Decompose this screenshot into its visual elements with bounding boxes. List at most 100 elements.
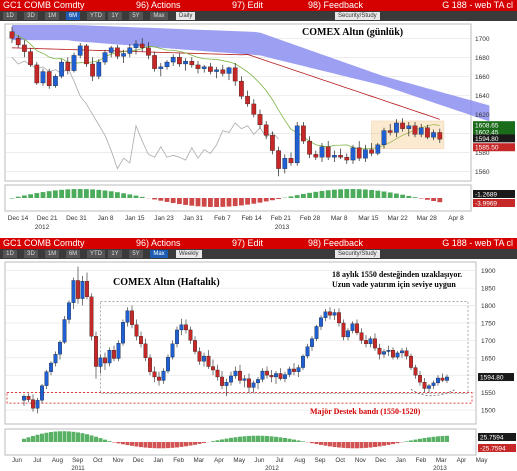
range-button-5y[interactable]: 5Y <box>129 12 143 20</box>
range-button-ytd[interactable]: YTD <box>87 12 105 20</box>
daily-candle <box>102 52 108 63</box>
daily-candle <box>263 124 269 136</box>
daily-oscillator-bar <box>22 195 27 198</box>
daily-x-tick-label: Mar 28 <box>417 215 438 222</box>
weekly-chart-title: COMEX Altın (Haftalık) <box>113 277 220 288</box>
weekly-candle <box>62 319 67 343</box>
daily-candle <box>220 69 226 74</box>
weekly-oscillator-bar <box>350 442 355 449</box>
daily-oscillator-bar <box>356 189 362 198</box>
daily-candle <box>77 45 83 56</box>
weekly-candle <box>278 373 283 379</box>
daily-candle <box>418 127 424 135</box>
daily-oscillator-bar <box>108 191 114 198</box>
range-button-max[interactable]: Max <box>150 12 168 20</box>
range-button-1y[interactable]: 1Y <box>108 12 122 20</box>
weekly-oscillator-bar <box>269 436 274 442</box>
top-period-select[interactable]: Daily <box>176 12 196 20</box>
daily-oscillator-bar <box>245 198 250 205</box>
range-button-1d[interactable]: 1D <box>3 12 17 20</box>
range-button-3d[interactable]: 3D <box>24 12 38 20</box>
daily-candle <box>108 47 114 53</box>
weekly-candle <box>26 395 31 400</box>
range-button-ytd[interactable]: YTD <box>87 250 105 258</box>
bottom-study-button[interactable]: Security/Study <box>335 250 380 258</box>
weekly-oscillator-bar <box>346 442 350 449</box>
range-button-1d[interactable]: 1D <box>3 250 17 258</box>
daily-x-tick-label: Apr 8 <box>448 215 464 222</box>
daily-candle <box>189 60 195 66</box>
range-button-3d[interactable]: 3D <box>24 250 38 258</box>
daily-oscillator-bar <box>301 193 306 198</box>
top-command-bar: GC1 COMB Comdty 96) Actions 97) Edit 98)… <box>0 0 517 11</box>
top-edit-menu[interactable]: 97) Edit <box>232 0 264 10</box>
weekly-osc-tag-label: 25.7594 <box>480 435 504 442</box>
weekly-oscillator-bar <box>71 431 76 442</box>
weekly-oscillator-bar <box>215 440 220 442</box>
daily-osc-tag <box>473 190 515 198</box>
top-study-button[interactable]: Security/Study <box>335 12 380 20</box>
bottom-edit-menu[interactable]: 97) Edit <box>232 238 264 248</box>
range-button-1m[interactable]: 1M <box>45 12 59 20</box>
daily-candle <box>152 55 157 69</box>
weekly-oscillator-bar <box>418 438 422 442</box>
weekly-x-tick-label: Nov <box>355 457 367 464</box>
daily-candle <box>369 149 374 154</box>
daily-oscillator-bar <box>257 198 263 203</box>
range-button-1m[interactable]: 1M <box>45 250 59 258</box>
weekly-candle <box>152 371 157 378</box>
top-ticker: GC1 COMB Comdty <box>3 0 85 10</box>
weekly-candle <box>206 355 211 367</box>
weekly-x-tick-label: Mar <box>193 457 204 464</box>
bottom-feedback-menu[interactable]: 98) Feedback <box>308 238 364 248</box>
daily-y-tick-label: 1680 <box>475 55 490 62</box>
bottom-actions-menu[interactable]: 96) Actions <box>136 238 181 248</box>
weekly-oscillator-bar <box>211 441 215 442</box>
daily-oscillator-bar <box>158 198 164 201</box>
daily-candle <box>307 140 312 155</box>
weekly-candle <box>386 349 391 352</box>
weekly-y-tick-label: 1750 <box>481 320 496 327</box>
weekly-candle <box>157 376 161 381</box>
daily-candle <box>282 158 288 169</box>
range-button-6m[interactable]: 6M <box>66 12 80 20</box>
weekly-oscillator-bar <box>157 442 161 449</box>
weekly-oscillator-bar <box>341 442 346 448</box>
range-button-max[interactable]: Max <box>150 250 168 258</box>
daily-candle <box>387 130 393 133</box>
weekly-candle <box>238 370 242 381</box>
daily-oscillator-bar <box>338 189 343 198</box>
weekly-oscillator-bar <box>229 437 233 442</box>
weekly-candle <box>328 311 332 316</box>
top-actions-menu[interactable]: 96) Actions <box>136 0 181 10</box>
weekly-candle <box>220 376 224 386</box>
daily-oscillator-bar <box>369 189 374 198</box>
top-feedback-menu[interactable]: 98) Feedback <box>308 0 364 10</box>
range-button-6m[interactable]: 6M <box>66 250 80 258</box>
daily-x-tick-label: Feb 14 <box>241 215 262 222</box>
weekly-candle <box>170 343 175 358</box>
top-right-label: G 188 - web TA cl <box>442 0 513 10</box>
bottom-period-select[interactable]: Weekly <box>176 250 202 258</box>
daily-oscillator-bar <box>15 196 21 198</box>
weekly-oscillator-bar <box>184 442 188 447</box>
daily-oscillator-bar <box>34 193 40 198</box>
daily-candle <box>46 71 52 86</box>
daily-price-chart: 170016801660164016201600158015601608.651… <box>4 23 515 231</box>
weekly-oscillator-bar <box>256 435 260 442</box>
range-button-1y[interactable]: 1Y <box>108 250 122 258</box>
weekly-oscillator-bar <box>413 439 418 442</box>
range-button-5y[interactable]: 5Y <box>129 250 143 258</box>
weekly-candle <box>116 343 121 359</box>
weekly-x-tick-label: May <box>476 457 489 464</box>
weekly-candle <box>58 341 62 355</box>
weekly-candle <box>359 332 364 341</box>
weekly-y-tick-label: 1800 <box>481 303 496 310</box>
daily-oscillator-bar <box>431 198 436 202</box>
daily-candle <box>251 103 257 115</box>
weekly-candle <box>436 377 440 384</box>
weekly-candle <box>89 296 94 337</box>
weekly-candle <box>76 280 80 299</box>
weekly-y-tick-label: 1900 <box>481 268 496 275</box>
daily-oscillator-bar <box>170 198 176 204</box>
